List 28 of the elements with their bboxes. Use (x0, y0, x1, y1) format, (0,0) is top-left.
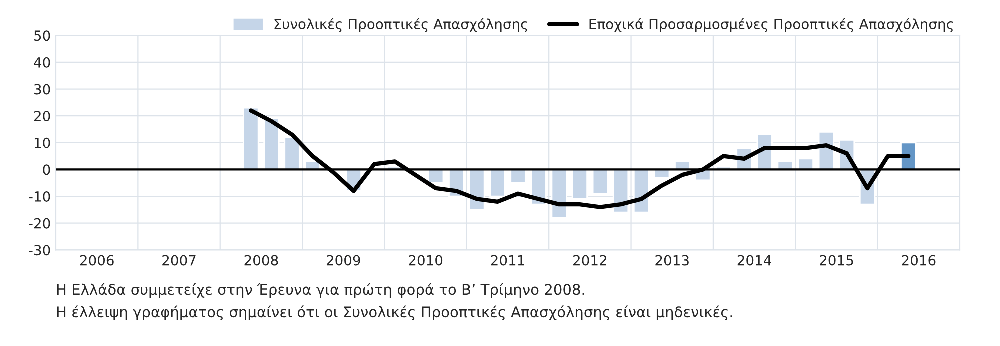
y-tick-label: 10 (34, 138, 50, 148)
bar (243, 107, 260, 170)
x-tick-label: 2014 (738, 255, 772, 266)
x-tick-label: 2010 (409, 255, 443, 266)
text: Η έλλειψη γραφήματος σημαίνει ότι οι Συνολικές Προοπτικές Απασχόλησης είναι μηδενικές. (57, 306, 732, 320)
x-tick-label: 2016 (902, 255, 936, 266)
y-tick-label: 0 (43, 164, 50, 176)
x-tick-label: 2007 (162, 255, 196, 266)
text: Η Ελλάδα συμμετείχε στην Έρευνα για πρώτη φορά το Β’ Τρίμηνο 2008. (57, 283, 584, 298)
x-tick-label: 2009 (326, 255, 360, 266)
bar (572, 169, 588, 200)
y-tick-label: 40 (34, 57, 50, 68)
y-tick-label: 50 (34, 30, 50, 42)
y-tick-label: -20 (29, 218, 50, 229)
x-tick-label: 2015 (820, 255, 854, 266)
bar (490, 169, 506, 198)
legend-label: Συνολικές Προοπτικές Απασχόλησης (274, 18, 528, 32)
x-tick-label: 2008 (244, 255, 278, 266)
legend-label: Εποχικά Προσαρμοσμένες Προοπτικές Απασχόλησης (590, 18, 954, 32)
y-tick-label: 20 (34, 111, 50, 122)
x-tick-label: 2011 (491, 255, 524, 266)
x-tick-label: 2013 (656, 255, 689, 266)
x-tick-label: 2012 (574, 255, 606, 266)
y-tick-label: -30 (29, 245, 50, 256)
x-tick-label: 2006 (80, 255, 114, 266)
y-tick-label: -10 (29, 191, 50, 202)
bar (592, 169, 609, 195)
y-tick-label: 30 (34, 84, 50, 95)
